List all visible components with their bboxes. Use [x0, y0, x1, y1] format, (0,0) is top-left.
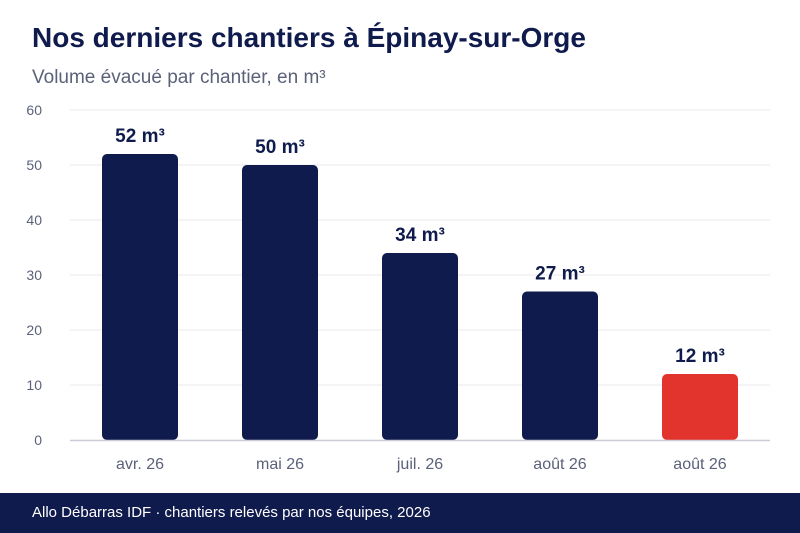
bar [102, 154, 178, 440]
data-label: 27 m³ [535, 264, 585, 285]
y-tick-label: 10 [26, 377, 42, 393]
data-label: 52 m³ [115, 126, 165, 147]
chart-subtitle: Volume évacué par chantier, en m³ [32, 67, 326, 88]
bar-chart: 0 10 20 30 40 50 60 52 m³ avr. 26 50 m³ mai 26 34 m… [26, 102, 770, 473]
x-tick-label: mai 26 [256, 456, 304, 473]
bar [382, 253, 458, 440]
bar [522, 291, 598, 440]
data-label: 34 m³ [395, 225, 445, 246]
x-tick-label: août 26 [533, 456, 586, 473]
x-tick-label: juil. 26 [396, 456, 443, 473]
y-tick-label: 30 [26, 267, 42, 283]
y-tick-label: 50 [26, 157, 42, 173]
bar [242, 165, 318, 440]
y-tick-label: 40 [26, 212, 42, 228]
y-tick-label: 0 [34, 432, 42, 448]
source-note: Allo Débarras IDF · chantiers relevés pa… [32, 504, 431, 521]
bar [662, 374, 738, 440]
footer-bar: Allo Débarras IDF · chantiers relevés pa… [0, 493, 800, 533]
x-tick-label: avr. 26 [116, 456, 164, 473]
x-tick-label: août 26 [673, 456, 726, 473]
y-tick-label: 60 [26, 102, 42, 118]
data-label: 50 m³ [255, 137, 305, 158]
chart-title: Nos derniers chantiers à Épinay-sur-Orge [32, 22, 586, 53]
data-label: 12 m³ [675, 346, 725, 367]
y-tick-label: 20 [26, 322, 42, 338]
